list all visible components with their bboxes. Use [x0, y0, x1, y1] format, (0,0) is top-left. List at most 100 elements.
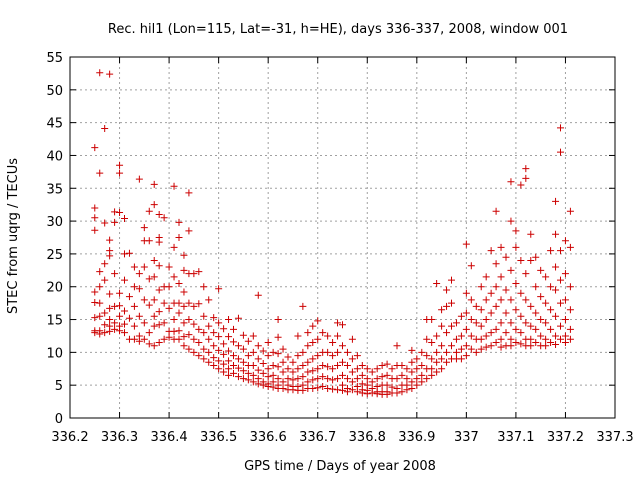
data-point	[522, 174, 530, 182]
data-point	[284, 365, 292, 373]
data-point	[121, 307, 128, 315]
data-point	[339, 371, 346, 379]
data-point	[433, 358, 441, 366]
data-point	[309, 339, 317, 347]
x-tick-label: 336.3	[101, 430, 138, 445]
data-point	[289, 358, 297, 366]
data-point	[249, 332, 257, 340]
data-point	[220, 325, 228, 333]
data-point	[507, 266, 515, 274]
data-point	[497, 319, 505, 327]
data-point	[215, 319, 223, 327]
data-point	[101, 309, 109, 317]
data-point	[561, 237, 569, 245]
data-point	[121, 250, 128, 258]
data-point	[239, 358, 247, 366]
data-point	[566, 283, 574, 291]
data-point	[403, 386, 411, 394]
data-point	[522, 296, 530, 304]
data-point	[507, 217, 515, 225]
data-point	[443, 348, 451, 356]
data-point	[254, 355, 262, 363]
data-point	[259, 381, 267, 389]
data-point	[537, 316, 545, 324]
data-point	[155, 339, 163, 347]
data-point	[462, 309, 470, 317]
data-point	[279, 368, 287, 376]
data-point	[542, 299, 550, 307]
data-point	[175, 327, 183, 335]
data-point	[254, 291, 262, 299]
data-point	[225, 371, 233, 379]
data-point	[517, 312, 525, 320]
data-point	[457, 345, 465, 353]
data-point	[314, 352, 322, 360]
data-point	[438, 322, 446, 330]
data-point	[462, 240, 470, 248]
data-point	[353, 352, 361, 360]
data-point	[363, 375, 371, 383]
data-point	[200, 283, 208, 291]
y-tick-label: 15	[46, 314, 63, 329]
data-point	[487, 342, 495, 350]
data-point	[423, 352, 431, 360]
data-point	[418, 361, 426, 369]
data-point	[150, 201, 158, 209]
data-point	[185, 189, 193, 197]
data-point	[244, 337, 252, 345]
data-point	[413, 365, 421, 373]
data-point	[324, 363, 332, 371]
data-point	[205, 322, 213, 330]
data-point	[230, 325, 237, 333]
data-point	[527, 335, 535, 343]
data-point	[532, 339, 540, 347]
data-point	[452, 335, 460, 343]
data-point	[180, 266, 188, 274]
data-point	[334, 332, 342, 340]
data-point	[111, 218, 119, 226]
data-point	[160, 319, 168, 327]
data-point	[324, 332, 332, 340]
data-point	[497, 273, 505, 281]
data-point	[205, 335, 213, 343]
data-point	[319, 361, 327, 369]
data-point	[532, 283, 540, 291]
data-point	[165, 333, 173, 341]
x-tick-label: 337	[454, 430, 479, 445]
y-tick-label: 55	[46, 51, 63, 66]
data-point	[482, 316, 490, 324]
data-point	[274, 375, 282, 383]
data-point	[145, 275, 153, 283]
data-point	[368, 368, 376, 376]
data-point	[408, 378, 416, 386]
data-point	[125, 249, 133, 257]
data-point	[319, 329, 327, 337]
data-point	[249, 348, 257, 356]
data-point	[299, 302, 307, 310]
data-point	[180, 319, 188, 327]
data-point	[472, 302, 480, 310]
data-point	[403, 375, 411, 383]
data-point	[329, 385, 337, 393]
data-point	[339, 321, 346, 329]
data-point	[452, 319, 460, 327]
data-point	[195, 339, 203, 347]
data-point	[170, 243, 178, 251]
data-point	[492, 325, 500, 333]
data-point	[343, 388, 351, 396]
data-point	[180, 333, 188, 341]
data-point	[299, 373, 307, 381]
x-tick-label: 337.2	[547, 430, 584, 445]
data-point	[116, 327, 124, 335]
data-point	[368, 389, 376, 397]
data-point	[101, 329, 109, 337]
data-point	[428, 365, 436, 373]
data-point	[383, 381, 391, 389]
data-point	[289, 386, 297, 394]
data-point	[249, 371, 257, 379]
data-point	[398, 361, 406, 369]
plot-frame	[69, 56, 616, 419]
data-point	[334, 375, 342, 383]
y-tick-label: 50	[46, 84, 63, 99]
data-point	[527, 230, 535, 238]
